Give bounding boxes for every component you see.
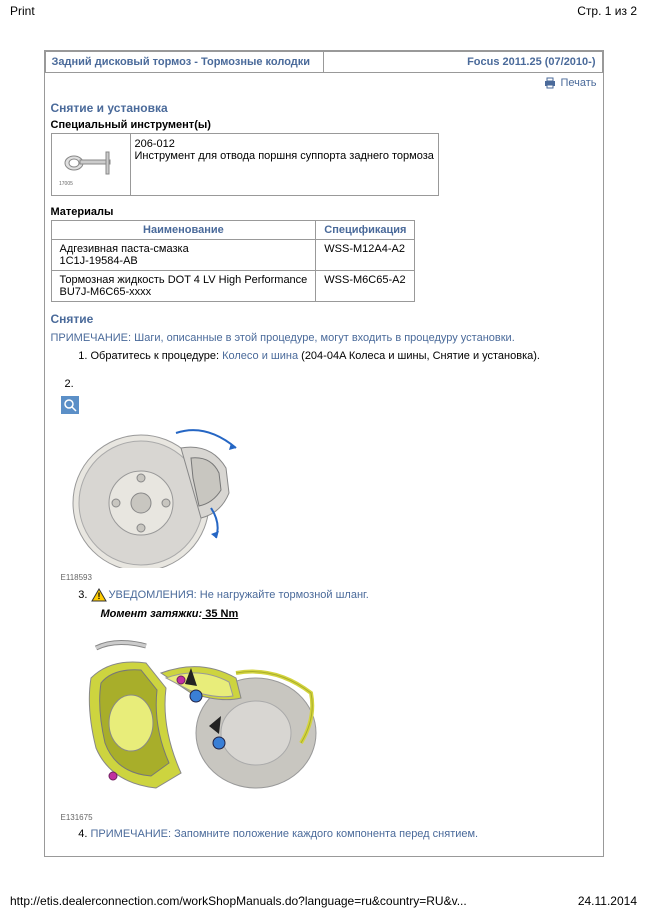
section-removal-install: Снятие и установка xyxy=(51,101,597,115)
torque-value: 35 Nm xyxy=(202,608,238,620)
figure-1-label: E118593 xyxy=(61,573,597,582)
brake-caliper-diagram xyxy=(61,628,321,808)
wheel-tire-link[interactable]: Колесо и шина xyxy=(222,350,298,362)
col-name: Наименование xyxy=(51,221,316,240)
header-print: Print xyxy=(10,4,35,18)
procedure-note: ПРИМЕЧАНИЕ: Шаги, описанные в этой проце… xyxy=(51,332,597,344)
tool-image-cell: 17005 xyxy=(51,134,130,196)
tool-table: 17005 206-012 Инструмент для отвода порш… xyxy=(51,133,439,196)
document-frame: Задний дисковый тормоз - Тормозные колод… xyxy=(44,50,604,857)
footer-url: http://etis.dealerconnection.com/workSho… xyxy=(10,894,467,908)
table-row: Тормозная жидкость DOT 4 LV High Perform… xyxy=(51,271,415,302)
step-2-number: 2. xyxy=(65,378,597,390)
figure-1: E118593 xyxy=(61,396,597,582)
figure-2-label: E131675 xyxy=(61,813,597,822)
col-spec: Спецификация xyxy=(316,221,415,240)
tool-desc-cell: 206-012 Инструмент для отвода поршня суп… xyxy=(130,134,438,196)
table-row: Адгезивная паста-смазка1C1J-19584-AB WSS… xyxy=(51,240,415,271)
special-tools-heading: Специальный инструмент(ы) xyxy=(51,119,597,131)
torque-label: Момент затяжки: xyxy=(101,608,203,620)
svg-text:!: ! xyxy=(97,591,100,601)
warning-icon: ! xyxy=(91,588,107,602)
svg-text:17005: 17005 xyxy=(59,181,73,187)
section-removal: Снятие xyxy=(51,312,597,326)
title-bar: Задний дисковый тормоз - Тормозные колод… xyxy=(45,51,603,73)
materials-table: Наименование Спецификация Адгезивная пас… xyxy=(51,220,416,302)
zoom-icon[interactable] xyxy=(61,396,79,414)
step-1: Обратитесь к процедуре: Колесо и шина (2… xyxy=(91,350,597,362)
footer-date: 24.11.2014 xyxy=(578,894,637,908)
figure-2: E131675 xyxy=(61,628,597,822)
brake-rotor-diagram xyxy=(61,418,271,568)
print-link[interactable]: Печать xyxy=(543,77,596,89)
vehicle-model: Focus 2011.25 (07/2010-) xyxy=(324,52,603,73)
doc-title: Задний дисковый тормоз - Тормозные колод… xyxy=(45,52,324,73)
materials-heading: Материалы xyxy=(51,206,597,218)
step-4: ПРИМЕЧАНИЕ: Запомните положение каждого … xyxy=(91,828,597,840)
step-3: ! УВЕДОМЛЕНИЯ: Не нагружайте тормозной ш… xyxy=(91,588,597,602)
header-page: Стр. 1 из 2 xyxy=(577,4,637,18)
